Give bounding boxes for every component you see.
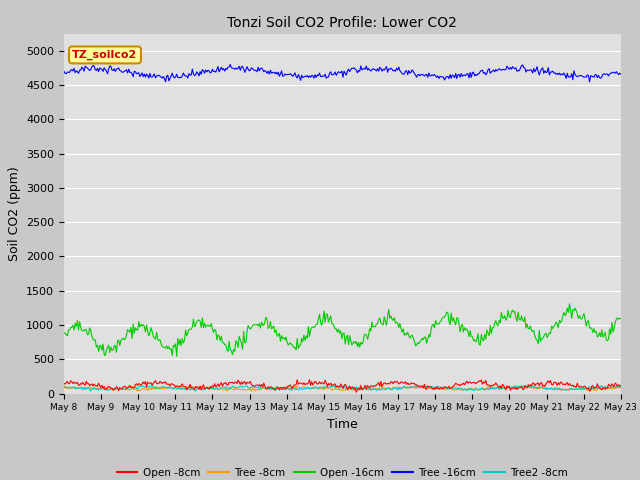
Title: Tonzi Soil CO2 Profile: Lower CO2: Tonzi Soil CO2 Profile: Lower CO2	[227, 16, 458, 30]
Y-axis label: Soil CO2 (ppm): Soil CO2 (ppm)	[8, 166, 20, 261]
X-axis label: Time: Time	[327, 418, 358, 431]
Text: TZ_soilco2: TZ_soilco2	[72, 50, 138, 60]
Legend: Open -8cm, Tree -8cm, Open -16cm, Tree -16cm, Tree2 -8cm: Open -8cm, Tree -8cm, Open -16cm, Tree -…	[113, 464, 572, 480]
